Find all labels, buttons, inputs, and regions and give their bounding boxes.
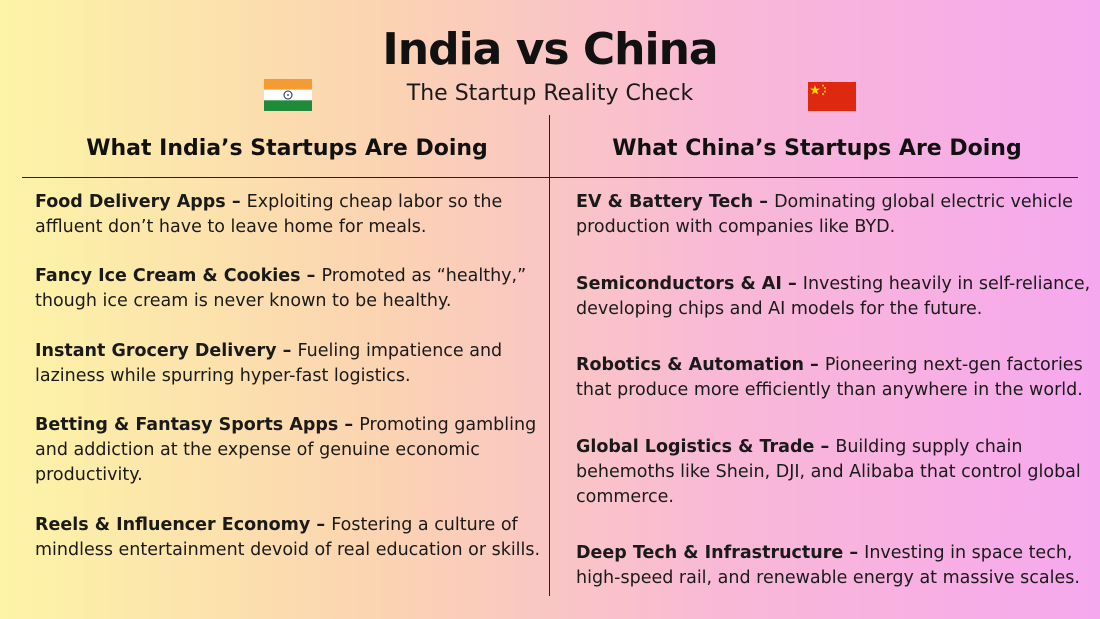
- list-item: Deep Tech & Infrastructure – Investing i…: [576, 541, 1092, 591]
- item-title: Instant Grocery Delivery –: [35, 341, 298, 361]
- list-item: Reels & Influencer Economy – Fostering a…: [35, 513, 545, 563]
- item-title: Semiconductors & AI –: [576, 274, 803, 294]
- list-item: EV & Battery Tech – Dominating global el…: [576, 190, 1092, 240]
- item-text: Building supply chain behemoths like She…: [576, 437, 1081, 507]
- item-title: Food Delivery Apps –: [35, 192, 247, 212]
- item-text: Fostering a culture of mindless entertai…: [35, 515, 541, 560]
- item-text: Pioneering next-gen factories that produ…: [576, 355, 1083, 400]
- china-column-heading: What China’s Startups Are Doing: [612, 136, 1022, 161]
- item-text: Exploiting cheap labor so the affluent d…: [35, 192, 503, 237]
- item-title: EV & Battery Tech –: [576, 192, 775, 212]
- list-item: Instant Grocery Delivery – Fueling impat…: [35, 339, 545, 389]
- item-text: Investing heavily in self-reliance, deve…: [576, 274, 1091, 319]
- china-flag-icon: [808, 82, 856, 111]
- item-title: Betting & Fantasy Sports Apps –: [35, 415, 360, 435]
- list-item: Fancy Ice Cream & Cookies – Promoted as …: [35, 264, 545, 314]
- page-subtitle: The Startup Reality Check: [406, 81, 694, 106]
- item-title: Reels & Influencer Economy –: [35, 515, 332, 535]
- india-flag-icon: [264, 79, 312, 111]
- item-text: Promoted as “healthy,” though ice cream …: [35, 266, 527, 311]
- list-item: Semiconductors & AI – Investing heavily …: [576, 272, 1092, 322]
- item-text: Promoting gambling and addiction at the …: [35, 415, 537, 485]
- list-item: Robotics & Automation – Pioneering next-…: [576, 353, 1092, 403]
- item-text: Investing in space tech, high-speed rail…: [576, 543, 1080, 588]
- header-divider: [22, 177, 1078, 178]
- page-title: India vs China: [382, 24, 718, 75]
- item-text: Fueling impatience and laziness while sp…: [35, 341, 503, 386]
- item-text: Dominating global electric vehicle produ…: [576, 192, 1073, 237]
- india-column-heading: What India’s Startups Are Doing: [86, 136, 488, 161]
- item-title: Fancy Ice Cream & Cookies –: [35, 266, 322, 286]
- list-item: Global Logistics & Trade – Building supp…: [576, 435, 1092, 510]
- list-item: Food Delivery Apps – Exploiting cheap la…: [35, 190, 545, 240]
- item-title: Deep Tech & Infrastructure –: [576, 543, 865, 563]
- list-item: Betting & Fantasy Sports Apps – Promotin…: [35, 413, 545, 488]
- column-divider: [549, 115, 550, 596]
- item-title: Robotics & Automation –: [576, 355, 825, 375]
- item-title: Global Logistics & Trade –: [576, 437, 836, 457]
